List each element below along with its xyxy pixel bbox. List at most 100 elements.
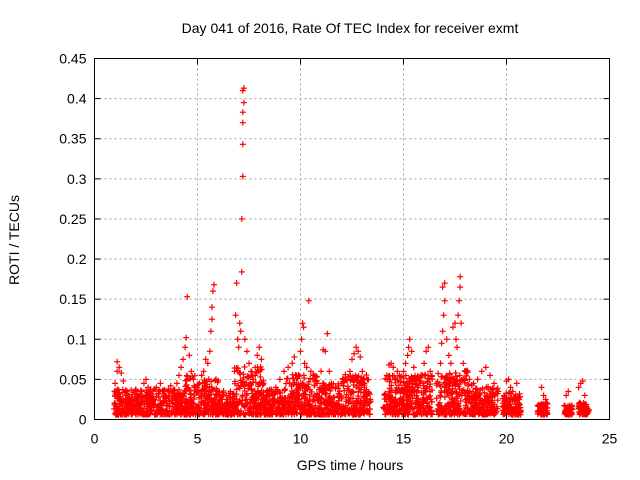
data-point <box>581 392 588 399</box>
data-point <box>406 336 413 343</box>
data-point <box>190 403 197 410</box>
data-point <box>334 402 341 409</box>
data-point <box>256 344 263 351</box>
data-point <box>258 356 265 363</box>
data-point <box>240 402 247 409</box>
data-point <box>210 281 217 288</box>
data-point <box>114 405 121 412</box>
grid-lines <box>94 58 610 420</box>
data-point <box>312 373 319 380</box>
data-point <box>124 388 131 395</box>
data-point <box>457 273 464 280</box>
data-point <box>320 382 327 389</box>
data-point <box>206 396 213 403</box>
data-point <box>188 400 195 407</box>
data-point <box>180 356 187 363</box>
data-point <box>516 390 523 397</box>
data-point <box>240 371 247 378</box>
data-point <box>478 368 485 375</box>
x-tick-label: 20 <box>499 431 515 447</box>
data-point <box>190 396 197 403</box>
data-point <box>261 404 268 411</box>
data-point <box>482 364 489 371</box>
data-point <box>209 288 216 295</box>
data-point <box>435 370 442 377</box>
data-point <box>190 376 197 383</box>
data-point <box>257 373 264 380</box>
y-tick-label: 0.05 <box>59 371 86 387</box>
data-point <box>211 395 218 402</box>
data-point <box>243 348 250 355</box>
data-point <box>438 340 445 347</box>
data-point <box>455 312 462 319</box>
data-point <box>245 410 252 417</box>
data-point <box>290 389 297 396</box>
data-point <box>328 385 335 392</box>
data-point <box>318 368 325 375</box>
data-point <box>141 405 148 412</box>
data-point <box>129 391 136 398</box>
data-point <box>293 392 300 399</box>
data-point <box>230 390 237 397</box>
data-point <box>239 119 246 126</box>
plot-frame <box>94 58 610 420</box>
data-point <box>300 390 307 397</box>
data-point <box>300 391 307 398</box>
data-point <box>278 396 285 403</box>
data-point <box>240 99 247 106</box>
data-point <box>254 411 261 418</box>
y-tick-label: 0.35 <box>59 131 86 147</box>
data-point <box>466 376 473 383</box>
data-point <box>513 380 520 387</box>
data-point <box>238 215 245 222</box>
data-point <box>281 387 288 394</box>
data-point <box>257 367 264 374</box>
data-point <box>159 409 166 416</box>
data-point <box>209 403 216 410</box>
data-point <box>246 383 253 390</box>
data-point <box>241 411 248 418</box>
data-point <box>307 403 314 410</box>
x-tick-label: 15 <box>396 431 412 447</box>
data-point <box>208 316 215 323</box>
y-tick-label: 0.3 <box>67 171 87 187</box>
data-point <box>314 391 321 398</box>
data-point <box>232 312 239 319</box>
data-point <box>236 410 243 417</box>
data-point <box>215 401 222 408</box>
data-point <box>274 387 281 394</box>
data-point <box>247 405 254 412</box>
data-point <box>349 356 355 363</box>
data-point <box>306 397 313 404</box>
data-point <box>276 376 283 383</box>
data-points <box>111 85 592 418</box>
data-point <box>290 409 297 416</box>
data-point <box>311 372 318 379</box>
data-point <box>280 411 287 418</box>
data-point <box>203 388 210 395</box>
data-point <box>439 328 446 335</box>
data-point <box>114 411 121 418</box>
data-point <box>133 411 140 418</box>
data-point <box>182 388 189 395</box>
data-point <box>175 400 182 407</box>
data-point <box>237 399 244 406</box>
data-point <box>291 353 298 360</box>
y-tick-label: 0.2 <box>67 251 87 267</box>
y-tick-label: 0.15 <box>59 291 86 307</box>
data-point <box>256 403 263 410</box>
data-point <box>202 383 209 390</box>
data-point <box>296 398 303 405</box>
data-point <box>233 280 240 287</box>
x-tick-label: 10 <box>293 431 309 447</box>
data-point <box>115 407 122 414</box>
data-point <box>233 391 240 398</box>
data-point <box>237 328 244 335</box>
data-point <box>316 386 323 393</box>
data-point <box>246 399 253 406</box>
data-point <box>453 336 460 343</box>
x-tick-label: 0 <box>91 431 99 447</box>
data-point <box>202 405 209 412</box>
data-point <box>319 409 326 416</box>
data-point <box>458 320 465 327</box>
